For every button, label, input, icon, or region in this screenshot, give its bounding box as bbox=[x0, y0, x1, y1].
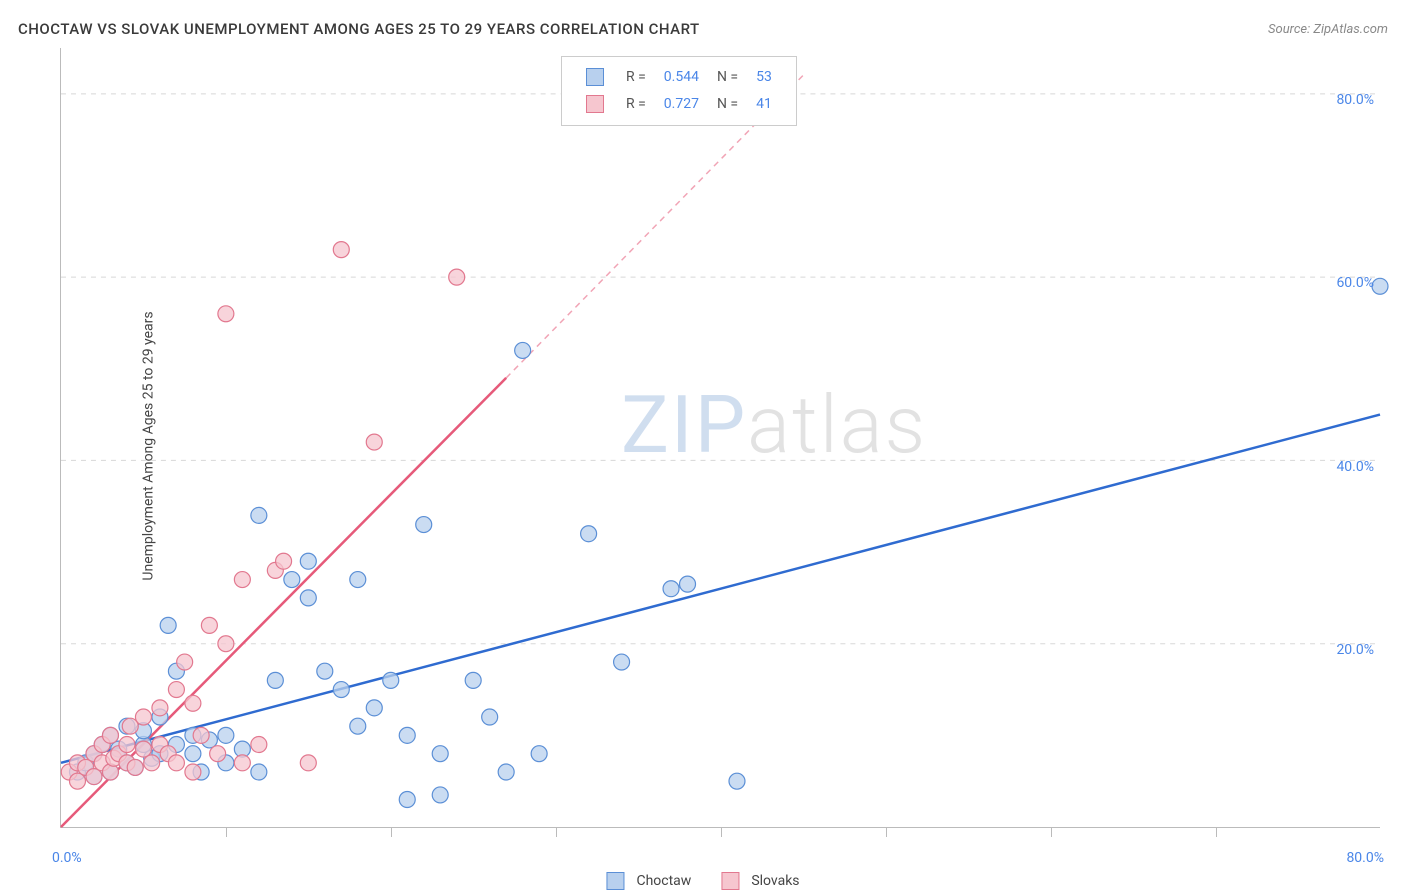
legend-r-label: R = bbox=[618, 92, 654, 117]
data-point bbox=[383, 672, 399, 688]
data-point bbox=[366, 700, 382, 716]
data-point bbox=[218, 306, 234, 322]
x-minor-tick bbox=[556, 827, 557, 837]
data-point bbox=[251, 764, 267, 780]
data-point bbox=[185, 746, 201, 762]
data-point bbox=[144, 755, 160, 771]
data-point bbox=[193, 727, 209, 743]
data-point bbox=[135, 709, 151, 725]
data-point bbox=[300, 590, 316, 606]
data-point bbox=[482, 709, 498, 725]
legend-stat-row: R =0.727N =41 bbox=[578, 92, 780, 117]
data-point bbox=[531, 746, 547, 762]
data-point bbox=[333, 682, 349, 698]
y-tick-label: 60.0% bbox=[1336, 275, 1374, 291]
data-point bbox=[168, 682, 184, 698]
x-minor-tick bbox=[391, 827, 392, 837]
data-point bbox=[251, 737, 267, 753]
data-point bbox=[300, 553, 316, 569]
legend-stats: R =0.544N =53R =0.727N =41 bbox=[561, 56, 797, 126]
data-point bbox=[333, 242, 349, 258]
legend-r-value: 0.544 bbox=[656, 65, 707, 90]
data-point bbox=[119, 737, 135, 753]
data-point bbox=[663, 581, 679, 597]
data-point bbox=[680, 576, 696, 592]
legend-swatch bbox=[586, 68, 604, 86]
data-point bbox=[317, 663, 333, 679]
data-point bbox=[729, 773, 745, 789]
data-point bbox=[366, 434, 382, 450]
legend-n-label: N = bbox=[709, 65, 746, 90]
data-point bbox=[185, 764, 201, 780]
legend-n-label: N = bbox=[709, 92, 746, 117]
x-axis-max: 80.0% bbox=[1346, 850, 1384, 866]
legend-swatch bbox=[586, 95, 604, 113]
legend-series-label: Choctaw bbox=[636, 873, 691, 889]
data-point bbox=[201, 617, 217, 633]
data-point bbox=[432, 787, 448, 803]
x-minor-tick bbox=[226, 827, 227, 837]
data-point bbox=[581, 526, 597, 542]
data-point bbox=[218, 727, 234, 743]
chart-title: CHOCTAW VS SLOVAK UNEMPLOYMENT AMONG AGE… bbox=[18, 20, 700, 38]
data-point bbox=[1372, 278, 1388, 294]
data-point bbox=[465, 672, 481, 688]
data-point bbox=[267, 672, 283, 688]
data-point bbox=[399, 727, 415, 743]
data-point bbox=[276, 553, 292, 569]
legend-n-value: 41 bbox=[748, 92, 780, 117]
chart-header: CHOCTAW VS SLOVAK UNEMPLOYMENT AMONG AGE… bbox=[18, 20, 1388, 38]
data-point bbox=[234, 755, 250, 771]
x-axis-min: 0.0% bbox=[52, 850, 82, 866]
legend-stat-row: R =0.544N =53 bbox=[578, 65, 780, 90]
data-point bbox=[350, 718, 366, 734]
data-point bbox=[399, 792, 415, 808]
data-point bbox=[498, 764, 514, 780]
legend-series-item: Slovaks bbox=[721, 872, 799, 890]
chart-svg bbox=[61, 48, 1380, 827]
data-point bbox=[152, 700, 168, 716]
data-point bbox=[177, 654, 193, 670]
data-point bbox=[185, 695, 201, 711]
legend-n-value: 53 bbox=[748, 65, 780, 90]
y-tick-label: 20.0% bbox=[1336, 642, 1374, 658]
data-point bbox=[614, 654, 630, 670]
data-point bbox=[300, 755, 316, 771]
data-point bbox=[432, 746, 448, 762]
chart-source: Source: ZipAtlas.com bbox=[1268, 22, 1388, 37]
x-minor-tick bbox=[886, 827, 887, 837]
data-point bbox=[350, 572, 366, 588]
data-point bbox=[251, 507, 267, 523]
data-point bbox=[218, 636, 234, 652]
data-point bbox=[210, 746, 226, 762]
data-point bbox=[127, 759, 143, 775]
legend-r-label: R = bbox=[618, 65, 654, 90]
y-tick-label: 80.0% bbox=[1336, 92, 1374, 108]
data-point bbox=[416, 517, 432, 533]
x-minor-tick bbox=[721, 827, 722, 837]
data-point bbox=[284, 572, 300, 588]
data-point bbox=[102, 727, 118, 743]
data-point bbox=[234, 572, 250, 588]
x-minor-tick bbox=[1051, 827, 1052, 837]
y-tick-label: 40.0% bbox=[1336, 459, 1374, 475]
legend-series-item: Choctaw bbox=[606, 872, 691, 890]
x-minor-tick bbox=[1216, 827, 1217, 837]
legend-series: Choctaw Slovaks bbox=[606, 872, 799, 890]
legend-swatch bbox=[721, 872, 739, 890]
data-point bbox=[515, 342, 531, 358]
data-point bbox=[160, 617, 176, 633]
plot-area: ZIPatlas R =0.544N =53R =0.727N =41 20.0… bbox=[60, 48, 1380, 828]
legend-r-value: 0.727 bbox=[656, 92, 707, 117]
data-point bbox=[168, 755, 184, 771]
legend-swatch bbox=[606, 872, 624, 890]
legend-series-label: Slovaks bbox=[751, 873, 799, 889]
data-point bbox=[449, 269, 465, 285]
